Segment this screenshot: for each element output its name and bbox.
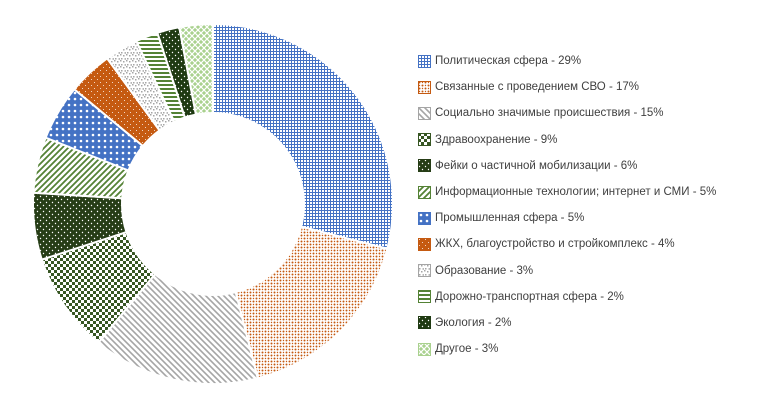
donut-slice [234, 225, 389, 380]
legend-item: Экология - 2% [418, 310, 716, 336]
legend-item: Фейки о частичной мобилизации - 6% [418, 153, 716, 179]
legend-item: Образование - 3% [418, 258, 716, 284]
legend-item: Здравоохранение - 9% [418, 127, 716, 153]
legend: Политическая сфера - 29% Связанные с пров… [418, 48, 716, 362]
legend-label: Информационные технологии; интернет и СМ… [435, 186, 717, 199]
legend-swatch [418, 133, 431, 147]
legend-swatch [418, 185, 431, 199]
legend-label: Связанные с проведением СВО - 17% [435, 81, 639, 94]
legend-swatch [418, 80, 431, 94]
legend-item: Другое - 3% [418, 336, 716, 362]
legend-item: Связанные с проведением СВО - 17% [418, 74, 716, 100]
legend-item: Информационные технологии; интернет и СМ… [418, 179, 716, 205]
legend-item: Политическая сфера - 29% [418, 48, 716, 74]
legend-swatch [418, 264, 431, 278]
legend-label: Фейки о частичной мобилизации - 6% [435, 159, 638, 172]
legend-label: Образование - 3% [435, 264, 534, 277]
legend-label: Другое - 3% [435, 343, 499, 356]
legend-label: Промышленная сфера - 5% [435, 212, 585, 225]
legend-label: Социально значимые происшествия - 15% [435, 107, 664, 120]
legend-item: Социально значимые происшествия - 15% [418, 100, 716, 126]
donut-slice [178, 22, 214, 116]
legend-item: Дорожно-транспортная сфера - 2% [418, 284, 716, 310]
legend-swatch [418, 211, 431, 225]
donut-slice [212, 22, 394, 250]
legend-swatch [418, 54, 431, 68]
legend-item: Промышленная сфера - 5% [418, 205, 716, 231]
donut-slice [96, 272, 259, 385]
legend-swatch [418, 290, 431, 304]
legend-item: ЖКХ, благоустройство и стройкомплекс - 4… [418, 231, 716, 257]
legend-label: Экология - 2% [435, 316, 512, 329]
legend-label: Здравоохранение - 9% [435, 133, 558, 146]
legend-swatch [418, 316, 431, 330]
legend-label: Политическая сфера - 29% [435, 55, 582, 68]
legend-swatch [418, 342, 431, 356]
legend-label: Дорожно-транспортная сфера - 2% [435, 290, 624, 303]
legend-swatch [418, 106, 431, 120]
legend-swatch [418, 237, 431, 251]
slice-group [32, 22, 394, 385]
legend-swatch [418, 159, 431, 173]
legend-label: ЖКХ, благоустройство и стройкомплекс - 4… [435, 238, 675, 251]
